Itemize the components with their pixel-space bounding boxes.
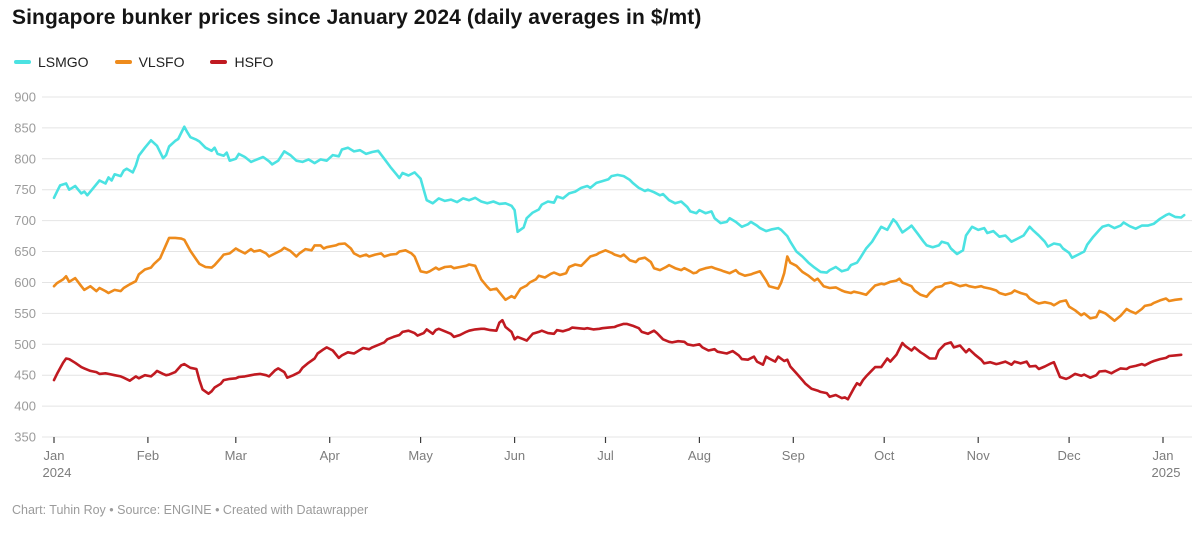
lsmgo-swatch-icon <box>14 60 31 64</box>
legend-item-hsfo: HSFO <box>210 54 273 70</box>
legend-label-lsmgo: LSMGO <box>38 54 89 70</box>
svg-text:550: 550 <box>14 306 36 321</box>
svg-text:Aug: Aug <box>688 448 711 463</box>
svg-text:Nov: Nov <box>967 448 991 463</box>
svg-text:2024: 2024 <box>43 465 72 480</box>
svg-text:May: May <box>408 448 433 463</box>
legend-label-vlsfo: VLSFO <box>138 54 185 70</box>
svg-text:Mar: Mar <box>225 448 248 463</box>
svg-text:700: 700 <box>14 213 36 228</box>
svg-text:Jan: Jan <box>1153 448 1174 463</box>
legend-label-hsfo: HSFO <box>234 54 274 70</box>
legend-item-lsmgo: LSMGO <box>14 54 89 70</box>
svg-text:450: 450 <box>14 368 36 383</box>
svg-text:500: 500 <box>14 337 36 352</box>
svg-text:400: 400 <box>14 399 36 414</box>
svg-text:Jun: Jun <box>504 448 525 463</box>
hsfo-swatch-icon <box>210 60 228 64</box>
svg-text:Sep: Sep <box>782 448 805 463</box>
svg-text:Apr: Apr <box>320 448 341 463</box>
vlsfo-swatch-icon <box>114 60 132 64</box>
svg-text:600: 600 <box>14 275 36 290</box>
svg-text:900: 900 <box>14 90 36 105</box>
svg-text:Jan: Jan <box>44 448 65 463</box>
svg-text:650: 650 <box>14 244 36 259</box>
svg-text:750: 750 <box>14 182 36 197</box>
svg-text:350: 350 <box>14 430 36 445</box>
chart-attribution: Chart: Tuhin Roy • Source: ENGINE • Crea… <box>12 503 369 517</box>
svg-text:Feb: Feb <box>137 448 159 463</box>
svg-text:Dec: Dec <box>1058 448 1082 463</box>
chart-title: Singapore bunker prices since January 20… <box>12 6 702 29</box>
svg-text:800: 800 <box>14 151 36 166</box>
svg-text:Jul: Jul <box>597 448 614 463</box>
legend-item-vlsfo: VLSFO <box>114 54 185 70</box>
svg-text:2025: 2025 <box>1152 465 1181 480</box>
svg-text:850: 850 <box>14 120 36 135</box>
chart-legend: LSMGO VLSFO HSFO <box>14 54 273 70</box>
svg-text:Oct: Oct <box>874 448 895 463</box>
